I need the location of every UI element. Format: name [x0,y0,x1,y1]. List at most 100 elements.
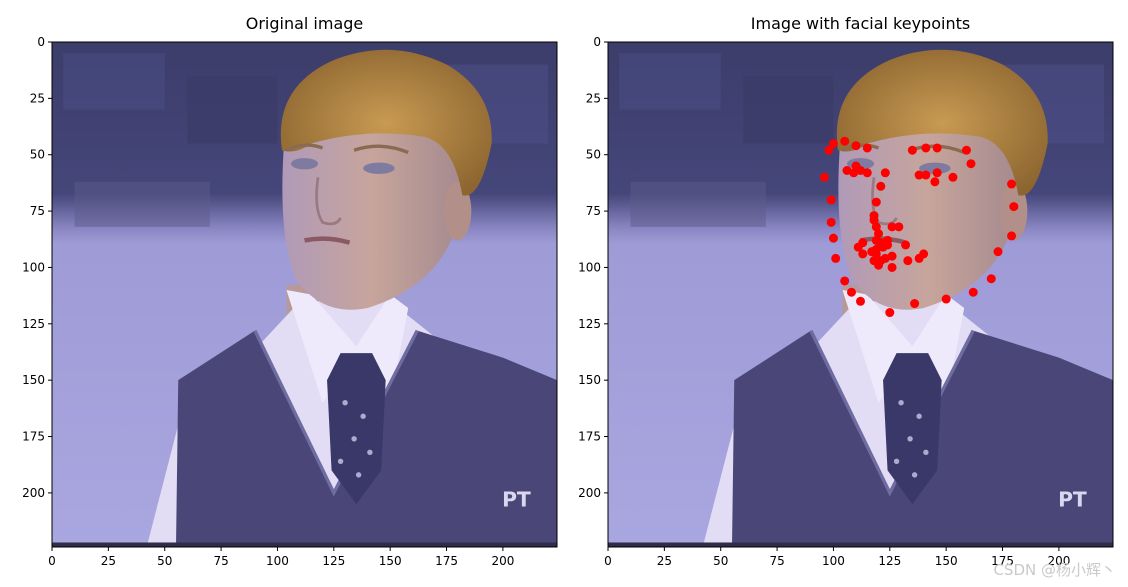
y-tick-label: 175 [578,430,601,444]
keypoints-photo [608,42,1113,547]
facial-keypoint [819,172,829,182]
facial-keypoint [880,253,890,263]
x-tick-label: 0 [604,554,612,568]
panel-title-right: Image with facial keypoints [750,14,971,33]
facial-keypoint [930,177,940,187]
facial-keypoint [828,233,838,243]
y-tick-label: 75 [586,204,601,218]
x-tick-label: 0 [48,554,56,568]
x-tick-label: 125 [878,554,901,568]
y-tick-label: 50 [586,148,601,162]
facial-keypoint [824,145,834,155]
y-tick-label: 100 [22,260,45,274]
facial-keypoint [862,143,872,153]
y-tick-label: 0 [593,35,601,49]
facial-keypoint [842,166,852,176]
y-tick-label: 200 [22,486,45,500]
facial-keypoint [826,217,836,227]
x-tick-label: 150 [935,554,958,568]
right-axes-frame [607,41,1114,548]
x-tick-label: 25 [657,554,672,568]
facial-keypoint [851,141,861,151]
original-photo [52,42,557,547]
facial-keypoint [876,181,886,191]
x-tick-label: 200 [491,554,514,568]
facial-keypoint [919,249,929,259]
x-tick-label: 100 [822,554,845,568]
panel-title-left: Original image [245,14,364,33]
y-tick-label: 25 [586,91,601,105]
facial-keypoint [948,172,958,182]
x-tick-label: 50 [713,554,728,568]
x-tick-label: 25 [101,554,116,568]
y-tick-label: 50 [30,148,45,162]
facial-keypoint [961,145,971,155]
left-axes-frame [51,41,558,548]
x-tick-label: 175 [435,554,458,568]
x-tick-label: 75 [213,554,228,568]
facial-keypoint [880,168,890,178]
facial-keypoint [869,256,879,266]
facial-keypoint [1009,202,1019,212]
y-tick-label: 150 [578,373,601,387]
y-tick-label: 125 [578,317,601,331]
x-tick-label: 50 [157,554,172,568]
x-tick-label: 125 [322,554,345,568]
facial-keypoint [921,143,931,153]
facial-keypoint [840,276,850,286]
facial-keypoint [869,215,879,225]
facial-keypoint [885,308,895,318]
facial-keypoint [887,222,897,232]
facial-keypoint [871,197,881,207]
right-panel: 0 25 50 75 100 125 150 175 200 0 25 50 75 100 125 150 17… [578,35,1113,568]
facial-keypoint [871,222,881,232]
facial-keypoint [894,222,904,232]
x-tick-label: 100 [266,554,289,568]
facial-keypoint [849,168,859,178]
facial-keypoint [910,299,920,309]
facial-keypoint [831,253,841,263]
y-tick-label: 150 [22,373,45,387]
facial-keypoint [887,251,897,261]
y-tick-label: 100 [578,260,601,274]
watermark-text: CSDN @杨小辉丶 [993,561,1116,579]
facial-keypoint [907,145,917,155]
y-tick-label: 175 [22,430,45,444]
facial-keypoint [858,249,868,259]
x-tick-label: 175 [991,554,1014,568]
facial-keypoint [856,296,865,306]
facial-keypoint [887,262,897,272]
facial-keypoint [871,249,881,259]
facial-keypoint [901,240,911,250]
y-tick-label: 75 [30,204,45,218]
y-tick-label: 25 [30,91,45,105]
x-tick-label: 75 [769,554,784,568]
facial-keypoint [1007,179,1017,189]
facial-keypoint [874,229,884,239]
facial-keypoint [903,256,913,266]
facial-keypoint [968,287,978,297]
right-axes-ticks: 0 25 50 75 100 125 150 175 200 0 25 50 75 100 125 150 17… [578,35,1070,568]
facial-keypoint [1007,231,1017,241]
left-axes-ticks: 0 25 50 75 100 125 150 175 200 0 25 50 75 100 125 150 17… [22,35,514,568]
facial-keypoint [986,274,996,284]
facial-keypoint [828,138,838,148]
facial-keypoint [993,247,1003,257]
facial-keypoint [932,168,942,178]
facial-keypoint [840,136,850,146]
y-tick-label: 0 [37,35,45,49]
y-tick-label: 200 [578,486,601,500]
facial-keypoint [914,170,924,180]
x-tick-label: 150 [379,554,402,568]
facial-keypoint [856,166,865,176]
facial-keypoint [941,294,951,304]
facial-keypoint [921,170,931,180]
facial-keypoint [932,143,942,153]
x-tick-label: 200 [1047,554,1070,568]
facial-keypoint [862,168,872,178]
facial-keypoint [966,159,976,169]
left-panel: 0 25 50 75 100 125 150 175 200 0 25 50 75 100 125 150 17… [22,35,557,568]
facial-keypoint [878,242,888,252]
keypoint-layer [819,136,1019,318]
